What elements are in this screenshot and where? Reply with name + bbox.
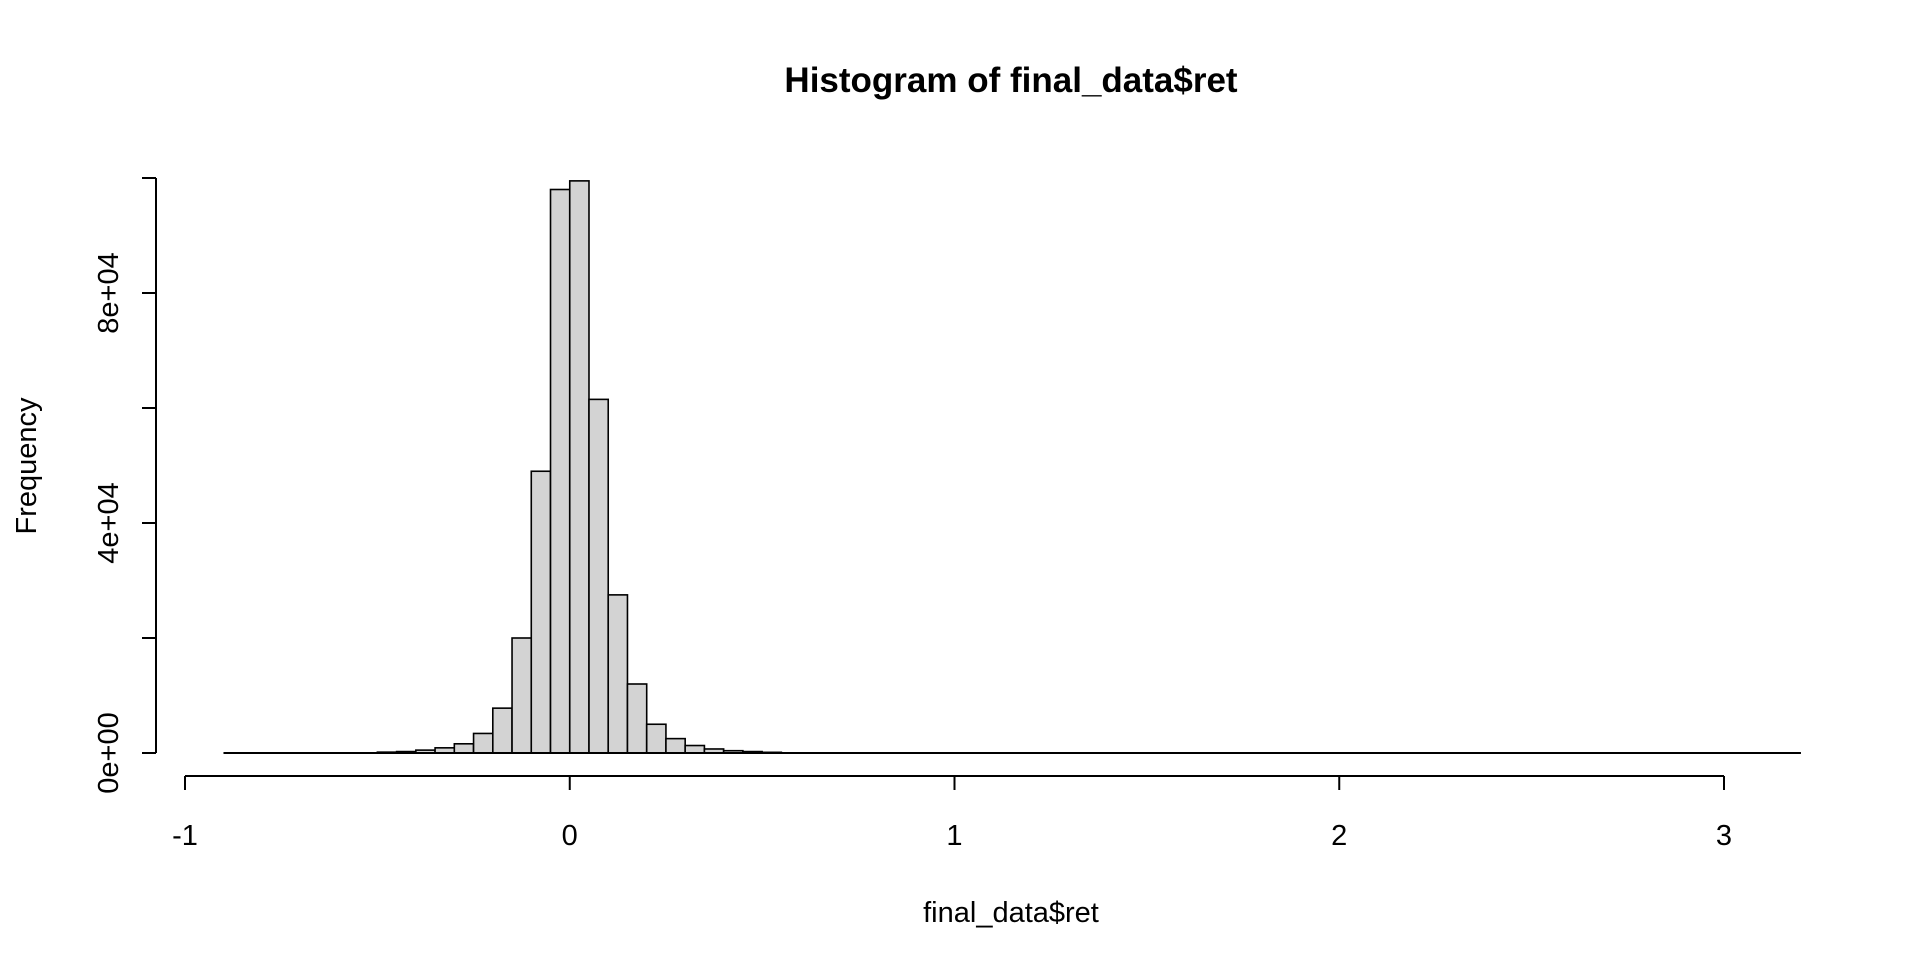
histogram-bar bbox=[511, 637, 533, 754]
y-tick-label: 8e+04 bbox=[93, 252, 125, 333]
histogram-bar bbox=[549, 188, 571, 754]
histogram-bar bbox=[645, 723, 667, 754]
histogram-bar bbox=[607, 594, 629, 754]
x-tick-label: -1 bbox=[172, 820, 198, 852]
x-axis: -1 0 1 2 3 bbox=[172, 775, 1732, 852]
histogram-bar bbox=[665, 737, 686, 754]
histogram-bar bbox=[588, 398, 610, 754]
y-axis-label: Frequency bbox=[11, 397, 43, 535]
histogram-bar bbox=[453, 742, 475, 754]
x-tick-label: 0 bbox=[562, 820, 578, 852]
chart-title: Histogram of final_data$ret bbox=[784, 61, 1237, 100]
x-tick-label: 3 bbox=[1716, 820, 1732, 852]
x-axis-label: final_data$ret bbox=[923, 897, 1099, 929]
histogram-bar bbox=[530, 470, 552, 754]
histogram-bar bbox=[491, 707, 513, 754]
histogram-bar bbox=[568, 180, 590, 754]
x-tick-label: 1 bbox=[946, 820, 962, 852]
y-tick-label: 0e+00 bbox=[93, 712, 125, 793]
histogram-bar bbox=[626, 683, 648, 754]
y-axis: 0e+00 4e+04 8e+04 bbox=[93, 177, 157, 794]
y-tick-label: 4e+04 bbox=[93, 482, 125, 563]
bars-layer bbox=[376, 180, 783, 754]
histogram-bar bbox=[684, 744, 706, 754]
x-tick-label: 2 bbox=[1331, 820, 1347, 852]
histogram-bar bbox=[472, 732, 494, 754]
